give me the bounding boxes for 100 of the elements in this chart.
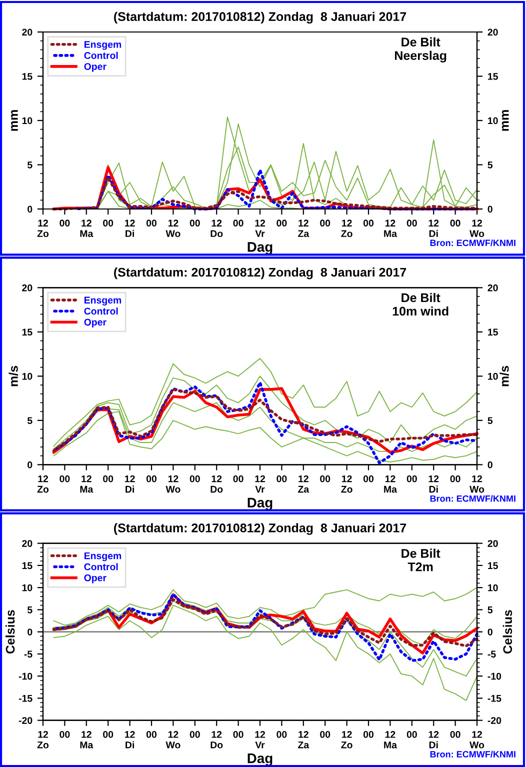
- x-tick-label: 12 Zo: [341, 220, 352, 238]
- x-tick-label: 00: [146, 220, 157, 227]
- y2-tick-label: -15: [488, 695, 502, 702]
- annotation: De Bilt Neerslag: [395, 37, 446, 62]
- x-tick-label: 12 Vr: [255, 475, 266, 493]
- y-tick-label: 10: [22, 117, 32, 124]
- legend-label: Oper: [84, 574, 106, 584]
- y2-tick-label: 5: [488, 606, 493, 614]
- y2-tick-label: 0: [488, 461, 492, 468]
- y2-tick-label: 15: [488, 328, 498, 336]
- y2-tick-label: 5: [488, 162, 493, 168]
- y-tick-label: 20: [22, 284, 32, 292]
- y2-tick-label: 10: [488, 117, 498, 124]
- y2-axis-title: mm: [502, 110, 509, 131]
- x-tick-label: 12 Wo: [470, 220, 484, 238]
- legend-label: Control: [84, 307, 118, 315]
- annotation: De Bilt T2m: [402, 548, 440, 572]
- x-tick-label: 12 Di: [125, 475, 135, 493]
- x-tick-label: 12 Wo: [470, 731, 484, 748]
- annotation: De Bilt 10m wind: [392, 292, 448, 316]
- x-axis-title: Dag: [248, 242, 272, 255]
- x-tick-label: 00: [276, 475, 287, 482]
- x-tick-label: 12 Ma: [80, 731, 94, 748]
- x-tick-label: 00: [233, 731, 244, 738]
- x-axis-title: Dag: [248, 754, 272, 766]
- y2-tick-label: -5: [488, 650, 496, 658]
- x-tick-label: 00: [320, 220, 330, 227]
- y-tick-label: 10: [22, 584, 32, 592]
- y-tick-label: 5: [27, 162, 32, 168]
- y-axis-title: Celsius: [5, 610, 15, 654]
- legend-label: Control: [84, 52, 118, 59]
- x-tick-label: 12 Vr: [255, 220, 266, 237]
- y-tick-label: 15: [22, 562, 32, 570]
- x-tick-label: 00: [190, 220, 200, 227]
- x-tick-label: 00: [190, 731, 200, 738]
- x-tick-label: 00: [406, 475, 417, 482]
- x-tick-label: 12 Do: [210, 731, 223, 748]
- x-tick-label: 12 Zo: [341, 475, 352, 493]
- x-tick-label: 00: [233, 475, 244, 482]
- x-tick-label: 12 Zo: [37, 475, 49, 493]
- y2-tick-label: 15: [488, 562, 498, 570]
- y-tick-label: 0: [28, 206, 32, 213]
- legend-label: Control: [84, 563, 118, 570]
- x-tick-label: 12 Zo: [37, 220, 49, 238]
- y2-tick-label: -20: [488, 717, 502, 724]
- legend-label: Ensgem: [84, 552, 122, 562]
- x-tick-label: 00: [450, 731, 460, 738]
- text: Bron: ECMWF/KNMI: [430, 750, 516, 758]
- x-tick-label: 12 Wo: [166, 220, 180, 238]
- y2-tick-label: 20: [488, 28, 498, 36]
- y-axis-title: m/s: [8, 366, 18, 386]
- y2-tick-label: 10: [488, 584, 498, 592]
- y2-tick-label: 5: [488, 417, 493, 424]
- x-tick-label: 12 Di: [125, 220, 135, 237]
- x-tick-label: 00: [363, 731, 374, 738]
- x-tick-label: 12 Ma: [384, 475, 398, 493]
- x-tick-label: 12 Zo: [37, 731, 49, 748]
- x-tick-label: 00: [406, 731, 417, 738]
- x-tick-label: 00: [103, 731, 114, 738]
- x-tick-label: 12 Zo: [341, 731, 352, 748]
- y-tick-label: -15: [18, 695, 32, 702]
- x-tick-label: 00: [320, 475, 330, 482]
- y-tick-label: 20: [22, 540, 32, 547]
- x-tick-label: 00: [146, 475, 157, 482]
- y-tick-label: 20: [22, 28, 32, 36]
- x-tick-label: 12 Ma: [80, 220, 94, 238]
- x-tick-label: 00: [363, 475, 374, 482]
- y2-tick-label: 0: [488, 628, 492, 636]
- x-tick-label: 00: [406, 220, 417, 227]
- x-tick-label: 00: [363, 220, 374, 227]
- x-tick-label: 00: [190, 475, 200, 482]
- x-tick-label: 12 Di: [428, 731, 439, 748]
- x-tick-label: 12 Za: [298, 220, 310, 238]
- x-tick-label: 12 Di: [428, 220, 439, 237]
- x-tick-label: 12 Vr: [255, 731, 266, 748]
- x-tick-label: 12 Ma: [384, 731, 398, 748]
- x-tick-label: 00: [103, 475, 114, 482]
- y2-tick-label: 20: [488, 540, 498, 547]
- y2-axis-title: m/s: [500, 366, 509, 386]
- legend-label: Oper: [84, 63, 106, 72]
- y2-tick-label: 15: [488, 73, 498, 80]
- y-tick-label: 5: [27, 606, 32, 614]
- x-tick-label: 12 Wo: [470, 475, 484, 493]
- y-tick-label: 0: [28, 628, 32, 636]
- y-tick-label: 0: [28, 461, 32, 468]
- y-tick-label: 5: [27, 417, 32, 424]
- y-tick-label: -10: [18, 672, 32, 680]
- x-tick-label: 00: [450, 220, 460, 227]
- legend-label: Oper: [84, 318, 106, 328]
- chart-title: (Startdatum: 2017010812) Zondag 8 Januari 2017: [114, 12, 406, 24]
- x-tick-label: 00: [276, 731, 287, 738]
- x-tick-label: 00: [103, 220, 114, 227]
- y-tick-label: 10: [22, 372, 32, 380]
- y-tick-label: 15: [22, 328, 32, 336]
- x-tick-label: 00: [320, 731, 330, 738]
- y-tick-label: -20: [18, 717, 32, 724]
- y2-tick-label: 10: [488, 372, 498, 380]
- legend-label: Ensgem: [84, 296, 122, 306]
- x-tick-label: 00: [60, 731, 70, 738]
- y2-tick-label: 0: [488, 206, 492, 213]
